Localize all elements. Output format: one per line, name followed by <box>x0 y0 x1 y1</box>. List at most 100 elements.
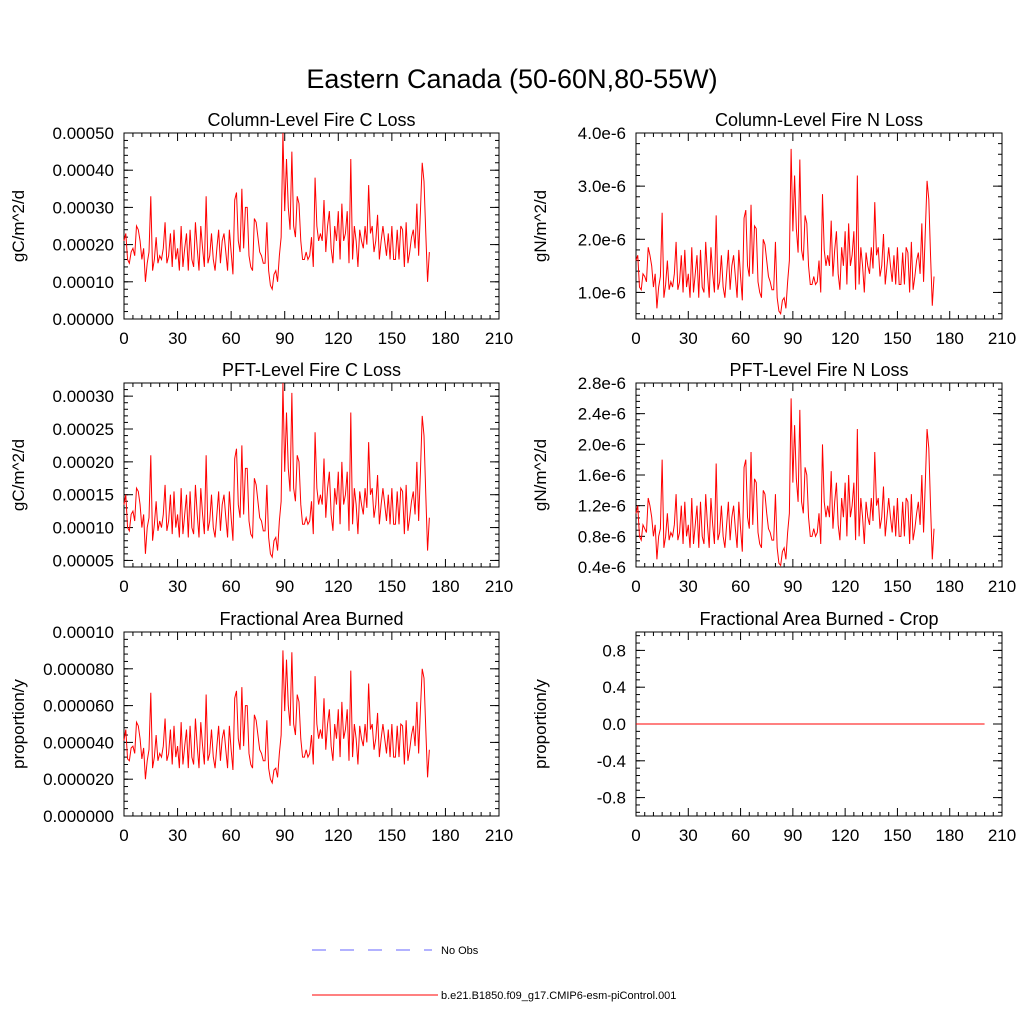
panel-4-frame <box>635 382 1003 568</box>
panel-1-x-tick-label: 60 <box>222 329 241 348</box>
panel-3-y-tick-label: 0.00025 <box>53 420 114 439</box>
panel-6-x-tick-label: 150 <box>883 826 911 845</box>
panel-6-x-tick-label: 210 <box>988 826 1016 845</box>
panel-2-frame <box>635 132 1003 320</box>
panel-6-fractional-area-burned-crop: Fractional Area Burned - Crop 0 30 60 90 120 1… <box>531 609 1016 845</box>
panel-3-x-tick-label: 90 <box>275 577 294 596</box>
panel-3-x-tick-label: 210 <box>485 577 513 596</box>
panel-5-title: Fractional Area Burned <box>219 609 403 629</box>
panel-3-y-tick-label: 0.00010 <box>53 519 114 538</box>
legend-obs-label: No Obs <box>441 945 479 957</box>
panel-2-y-tick-label: 4.0e-6 <box>578 124 626 143</box>
panel-5-frame <box>123 631 500 817</box>
panel-3-x-tick-label: 30 <box>168 577 187 596</box>
panel-4-title: PFT-Level Fire N Loss <box>729 360 908 380</box>
panel-5-y-tick-label: 0.00010 <box>53 623 114 642</box>
panel-5-y-tick-label: 0.000020 <box>43 770 114 789</box>
panel-2-x-tick-label: 210 <box>988 329 1016 348</box>
panel-4-y-axis-label: gN/m^2/d <box>531 439 550 511</box>
panel-4-y-tick-label: 1.2e-6 <box>578 497 626 516</box>
panel-3-x-tick-label: 180 <box>431 577 459 596</box>
panel-6-y-tick-label: 0.4 <box>602 678 626 697</box>
panel-1-y-tick-label: 0.00050 <box>53 124 114 143</box>
panel-4-x-tick-label: 210 <box>988 577 1016 596</box>
panel-4-y-tick-label: 1.6e-6 <box>578 466 626 485</box>
panels: Column-Level Fire C Loss 0 30 60 90 120 150 180… <box>9 110 1016 845</box>
panel-3-x-tick-label: 0 <box>119 577 128 596</box>
panel-5-y-axis-label: proportion/y <box>9 679 28 769</box>
panel-2-x-tick-label: 0 <box>631 329 640 348</box>
panel-4-x-tick-label: 30 <box>679 577 698 596</box>
panel-3-y-tick-label: 0.00020 <box>53 453 114 472</box>
panel-6-x-tick-label: 30 <box>679 826 698 845</box>
panel-1-series-line <box>123 132 430 292</box>
panel-2-y-tick-label: 1.0e-6 <box>578 283 626 302</box>
panel-2-title: Column-Level Fire N Loss <box>715 110 923 130</box>
panel-6-x-tick-label: 120 <box>831 826 859 845</box>
panel-2-x-tick-label: 120 <box>831 329 859 348</box>
panel-4-x-tick-label: 60 <box>731 577 750 596</box>
legend: No Obs b.e21.B1850.f09_g17.CMIP6-esm-piC… <box>312 945 676 1002</box>
panel-4-x-tick-label: 120 <box>831 577 859 596</box>
panel-2-y-axis-label: gN/m^2/d <box>531 190 550 262</box>
panel-1-y-tick-label: 0.00000 <box>53 310 114 329</box>
panel-3-y-tick-label: 0.00015 <box>53 486 114 505</box>
panel-6-title: Fractional Area Burned - Crop <box>699 609 938 629</box>
panel-3-x-tick-label: 60 <box>222 577 241 596</box>
panel-5-y-tick-label: 0.000060 <box>43 697 114 716</box>
legend-model-label: b.e21.B1850.f09_g17.CMIP6-esm-piControl.… <box>441 990 676 1002</box>
panel-6-x-tick-label: 90 <box>783 826 802 845</box>
panel-4-y-tick-label: 0.4e-6 <box>578 558 626 577</box>
panel-5-y-tick-label: 0.000080 <box>43 660 114 679</box>
panel-3-frame <box>123 382 500 568</box>
panel-4-y-tick-label: 2.4e-6 <box>578 405 626 424</box>
panel-1-y-axis-label: gC/m^2/d <box>9 190 28 262</box>
panel-2-y-tick-label: 3.0e-6 <box>578 177 626 196</box>
panel-6-y-tick-label: 0.0 <box>602 715 626 734</box>
panel-2-series-line <box>635 148 935 316</box>
panel-1-x-tick-label: 30 <box>168 329 187 348</box>
panel-4-y-tick-label: 0.8e-6 <box>578 527 626 546</box>
panel-1-x-tick-label: 210 <box>485 329 513 348</box>
panel-3-title: PFT-Level Fire C Loss <box>222 360 401 380</box>
panel-1-y-tick-label: 0.00040 <box>53 161 114 180</box>
panel-6-x-tick-label: 60 <box>731 826 750 845</box>
panel-5-x-tick-label: 150 <box>378 826 406 845</box>
panel-6-y-tick-label: 0.8 <box>602 641 626 660</box>
panel-5-x-tick-label: 120 <box>324 826 352 845</box>
panel-1-x-tick-label: 0 <box>119 329 128 348</box>
panel-2-column-level-fire-n-loss: Column-Level Fire N Loss 0 30 60 90 120 150 180… <box>531 110 1016 348</box>
panel-5-x-tick-label: 30 <box>168 826 187 845</box>
panel-2-x-tick-label: 60 <box>731 329 750 348</box>
panel-4-x-tick-label: 180 <box>936 577 964 596</box>
panel-4-y-tick-label: 2.0e-6 <box>578 435 626 454</box>
panel-3-y-axis-label: gC/m^2/d <box>9 439 28 511</box>
panel-1-y-tick-label: 0.00020 <box>53 236 114 255</box>
panel-3-y-tick-label: 0.00030 <box>53 387 114 406</box>
panel-5-x-tick-label: 0 <box>119 826 128 845</box>
panel-2-x-tick-label: 90 <box>783 329 802 348</box>
panel-4-y-tick-label: 2.8e-6 <box>578 374 626 393</box>
panel-5-fractional-area-burned: Fractional Area Burned 0 30 60 90 120 150 180 21… <box>9 609 513 845</box>
panel-3-pft-level-fire-c-loss: PFT-Level Fire C Loss 0 30 60 90 120 150 180 210… <box>9 360 513 596</box>
panel-1-y-tick-label: 0.00010 <box>53 273 114 292</box>
panel-2-x-tick-label: 150 <box>883 329 911 348</box>
panel-2-x-tick-label: 180 <box>936 329 964 348</box>
panel-4-series-line <box>635 398 935 567</box>
panel-6-y-tick-label: -0.8 <box>597 789 626 808</box>
panel-6-x-tick-label: 180 <box>936 826 964 845</box>
panel-4-x-tick-label: 0 <box>631 577 640 596</box>
figure-title: Eastern Canada (50-60N,80-55W) <box>306 64 717 94</box>
panel-6-x-tick-label: 0 <box>631 826 640 845</box>
panel-5-x-tick-label: 60 <box>222 826 241 845</box>
panel-5-y-tick-label: 0.000040 <box>43 733 114 752</box>
panel-1-x-tick-label: 150 <box>378 329 406 348</box>
panel-5-x-tick-label: 180 <box>431 826 459 845</box>
panel-1-x-tick-label: 180 <box>431 329 459 348</box>
panel-6-y-axis-label: proportion/y <box>531 679 550 769</box>
panel-6-y-tick-label: -0.4 <box>597 752 626 771</box>
panel-1-title: Column-Level Fire C Loss <box>207 110 415 130</box>
panel-5-y-tick-label: 0.000000 <box>43 807 114 826</box>
panel-4-pft-level-fire-n-loss: PFT-Level Fire N Loss 0 30 60 90 120 150 180 210… <box>531 360 1016 596</box>
